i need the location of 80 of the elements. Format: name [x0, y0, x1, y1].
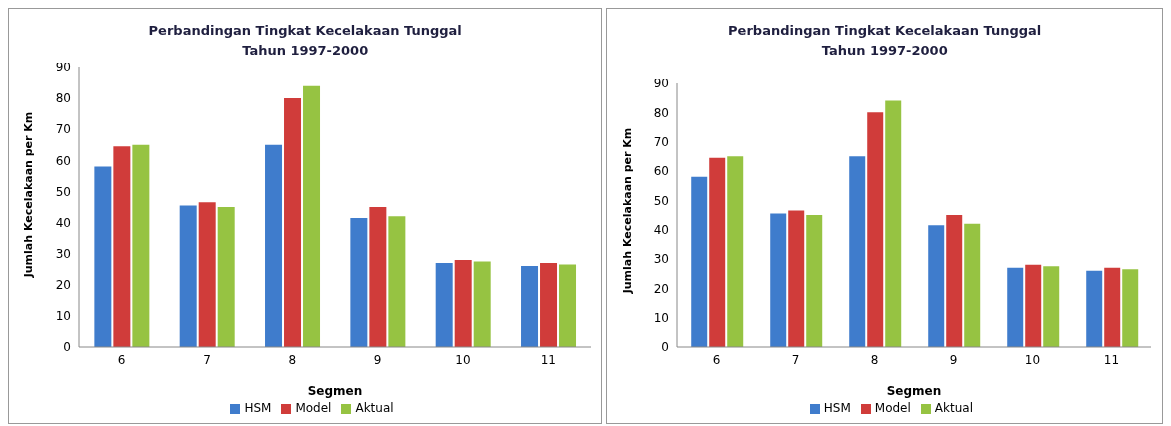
y-tick-label: 0 — [661, 340, 670, 355]
y-tick-label: 30 — [654, 252, 670, 267]
bar — [1122, 269, 1139, 347]
bar — [388, 216, 406, 347]
y-tick-label: 50 — [55, 184, 71, 199]
bar — [217, 207, 235, 347]
y-tick-label: 0 — [63, 340, 71, 355]
bar — [369, 207, 387, 347]
bar — [806, 215, 823, 347]
legend-label: Aktual — [355, 401, 394, 415]
x-tick-label: 6 — [713, 352, 721, 367]
x-tick-label: 11 — [540, 352, 556, 367]
bar — [1007, 267, 1024, 347]
y-tick-label: 70 — [55, 122, 71, 137]
bar — [1086, 270, 1103, 347]
y-tick-label: 40 — [55, 215, 71, 230]
legend-label: Model — [295, 401, 332, 415]
y-tick-label: 20 — [55, 278, 71, 293]
bar — [1104, 267, 1121, 347]
x-tick-label: 7 — [792, 352, 800, 367]
bar — [849, 156, 866, 347]
bar — [1043, 266, 1060, 347]
y-tick-label: 20 — [654, 281, 670, 296]
bar — [691, 176, 708, 347]
y-axis-title: Jumlah Kecelakaan per Km — [22, 111, 36, 277]
bar — [964, 223, 981, 347]
bar — [540, 263, 558, 347]
bar — [928, 225, 945, 347]
bar — [946, 215, 963, 347]
x-tick-label: 6 — [117, 352, 126, 367]
legend-label: HSM — [823, 401, 851, 415]
bar — [867, 112, 884, 347]
y-tick-label: 70 — [654, 134, 670, 149]
x-tick-label: 9 — [373, 352, 382, 367]
bar — [435, 263, 453, 347]
x-tick-label: 9 — [950, 352, 958, 367]
x-tick-label: 10 — [455, 352, 471, 367]
y-tick-label: 50 — [654, 193, 670, 208]
bar — [284, 98, 302, 347]
bar — [559, 264, 577, 347]
y-tick-label: 10 — [55, 309, 71, 324]
y-tick-label: 60 — [654, 164, 670, 179]
x-tick-label: 7 — [203, 352, 211, 367]
bar — [94, 166, 112, 347]
x-tick-label: 10 — [1025, 352, 1041, 367]
y-tick-label: 80 — [654, 105, 670, 120]
legend-label: Model — [874, 401, 911, 415]
bar — [473, 261, 491, 347]
y-tick-label: 90 — [55, 60, 71, 75]
bar — [132, 144, 150, 347]
chart-title: Perbandingan Tingkat Kecelakaan Tunggal Tahun 1997-2000 — [727, 22, 1043, 60]
x-tick-label: 8 — [288, 352, 297, 367]
bar — [727, 156, 744, 347]
bar — [454, 259, 472, 347]
legend-label: Aktual — [934, 401, 973, 415]
y-axis-title: Jumlah Kecelakaan per Km — [620, 127, 634, 293]
y-tick-label: 60 — [55, 153, 71, 168]
y-tick-label: 40 — [654, 222, 670, 237]
x-axis-title: Segmen — [887, 384, 942, 398]
bar — [198, 202, 216, 347]
chart-title: Perbandingan Tingkat Kecelakaan Tunggal Tahun 1997-2000 — [147, 22, 463, 60]
bar — [113, 146, 131, 347]
x-tick-label: 11 — [1104, 352, 1120, 367]
legend-label: HSM — [244, 401, 272, 415]
bar — [303, 85, 321, 347]
y-tick-label: 10 — [654, 310, 670, 325]
bar — [521, 266, 539, 347]
bar — [1025, 264, 1042, 347]
y-tick-label: 80 — [55, 91, 71, 106]
y-tick-label: 30 — [55, 246, 71, 261]
bar — [788, 210, 805, 347]
bar — [179, 205, 197, 347]
bar — [770, 213, 787, 347]
bar — [885, 100, 902, 347]
x-axis-title: Segmen — [307, 384, 363, 398]
bar — [350, 217, 368, 347]
x-tick-label: 8 — [871, 352, 879, 367]
bar — [265, 144, 283, 347]
y-tick-label: 90 — [654, 76, 670, 91]
bar — [709, 157, 726, 347]
